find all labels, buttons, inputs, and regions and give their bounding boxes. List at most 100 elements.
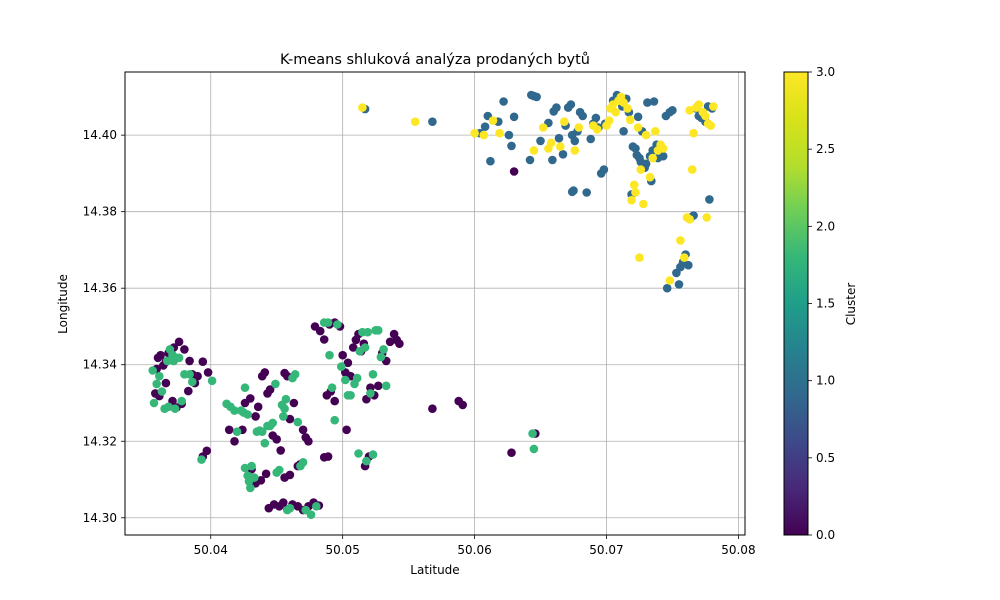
data-point-cluster-0 — [507, 448, 516, 458]
data-point-cluster-3 — [665, 276, 675, 285]
data-point-cluster-2 — [352, 373, 362, 383]
data-point-cluster-0 — [323, 452, 333, 461]
data-point-cluster-2 — [368, 370, 378, 379]
data-point-cluster-2 — [379, 345, 388, 354]
data-point-cluster-0 — [230, 437, 239, 446]
data-point-cluster-2 — [330, 415, 340, 425]
data-point-cluster-0 — [272, 435, 282, 444]
data-point-cluster-2 — [170, 404, 180, 414]
data-point-cluster-1 — [668, 106, 677, 115]
colorbar — [783, 71, 809, 536]
data-point-cluster-3 — [709, 102, 718, 111]
data-point-cluster-0 — [348, 343, 358, 352]
data-point-cluster-0 — [285, 470, 295, 480]
data-point-cluster-1 — [504, 130, 514, 140]
data-point-cluster-2 — [268, 418, 278, 428]
data-point-cluster-2 — [257, 427, 267, 437]
data-point-cluster-0 — [289, 398, 299, 408]
data-point-cluster-2 — [333, 320, 342, 329]
data-point-cluster-0 — [193, 371, 202, 381]
data-point-cluster-3 — [593, 125, 602, 134]
data-point-cluster-2 — [354, 449, 363, 458]
data-point-cluster-3 — [623, 104, 632, 113]
data-point-cluster-1 — [570, 136, 580, 146]
data-point-cluster-2 — [250, 473, 259, 482]
data-point-cluster-3 — [629, 180, 639, 190]
data-point-cluster-3 — [694, 100, 704, 109]
data-point-cluster-2 — [360, 343, 370, 352]
data-point-cluster-0 — [256, 476, 266, 485]
y-tick-label: 14.40 — [83, 128, 117, 142]
y-axis-title: Longitude — [56, 274, 70, 334]
data-point-cluster-0 — [428, 404, 437, 414]
grid-lines — [125, 72, 745, 535]
data-point-cluster-3 — [574, 123, 584, 132]
data-point-cluster-2 — [281, 394, 291, 404]
data-point-cluster-0 — [343, 358, 353, 368]
data-point-cluster-3 — [546, 138, 556, 148]
data-point-cluster-2 — [528, 429, 537, 438]
data-point-cluster-2 — [298, 458, 308, 467]
plot-frame — [124, 71, 746, 536]
data-point-cluster-2 — [240, 383, 250, 393]
data-point-cluster-0 — [156, 350, 165, 360]
data-point-cluster-3 — [685, 215, 694, 224]
data-point-cluster-2 — [341, 375, 350, 385]
data-point-cluster-0 — [285, 414, 295, 424]
data-point-cluster-2 — [232, 427, 242, 437]
data-point-cluster-3 — [676, 236, 685, 245]
data-point-cluster-2 — [374, 326, 383, 335]
data-point-cluster-1 — [633, 112, 643, 122]
data-point-cluster-1 — [578, 111, 587, 121]
data-point-cluster-1 — [619, 127, 628, 136]
data-point-cluster-0 — [184, 386, 193, 396]
data-point-cluster-2 — [279, 412, 288, 421]
data-point-cluster-2 — [148, 366, 157, 375]
x-tick-label: 50.07 — [589, 543, 623, 557]
data-point-cluster-3 — [658, 144, 668, 153]
data-point-cluster-1 — [658, 151, 668, 161]
data-point-cluster-3 — [627, 195, 636, 205]
data-point-cluster-0 — [260, 368, 270, 377]
x-tick-label: 50.06 — [457, 543, 491, 557]
data-point-cluster-2 — [174, 353, 184, 363]
data-point-cluster-1 — [480, 122, 490, 131]
data-point-cluster-3 — [633, 123, 643, 132]
data-point-cluster-1 — [558, 150, 568, 159]
data-point-cluster-3 — [636, 165, 646, 174]
data-point-cluster-3 — [410, 117, 420, 126]
data-point-cluster-2 — [164, 402, 173, 412]
data-point-cluster-0 — [174, 337, 184, 347]
data-point-cluster-1 — [566, 100, 576, 109]
data-point-cluster-3 — [641, 130, 651, 140]
data-point-cluster-1 — [486, 156, 495, 166]
x-axis-ticks: 50.04 50.05 50.06 50.07 50.08 — [194, 535, 756, 557]
data-point-cluster-3 — [702, 213, 711, 222]
data-point-cluster-0 — [161, 378, 171, 388]
data-point-cluster-0 — [330, 396, 340, 406]
data-point-cluster-2 — [293, 417, 303, 427]
colorbar-label: Cluster — [844, 283, 858, 326]
data-point-cluster-3 — [479, 130, 489, 140]
x-tick-label: 50.08 — [721, 543, 755, 557]
data-point-cluster-3 — [470, 128, 479, 138]
data-point-cluster-2 — [152, 379, 161, 389]
data-point-cluster-0 — [342, 425, 351, 435]
data-point-cluster-1 — [509, 112, 519, 122]
data-point-cluster-2 — [323, 318, 333, 327]
y-tick-label: 14.36 — [83, 281, 117, 295]
colorbar-ticks: 0.0 0.5 1.0 1.5 2.0 2.5 3.0 — [808, 65, 835, 542]
data-point-cluster-1 — [662, 283, 672, 293]
data-point-cluster-2 — [260, 438, 270, 448]
data-point-cluster-1 — [507, 141, 516, 151]
data-point-cluster-2 — [188, 377, 197, 387]
data-point-cluster-0 — [246, 394, 255, 403]
data-point-cluster-3 — [560, 117, 569, 126]
data-point-cluster-3 — [648, 153, 657, 163]
data-point-cluster-3 — [680, 253, 689, 262]
data-point-cluster-3 — [570, 146, 580, 155]
data-point-cluster-1 — [552, 103, 561, 112]
data-point-cluster-1 — [536, 136, 545, 146]
data-point-cluster-2 — [207, 376, 217, 386]
data-point-cluster-0 — [265, 385, 275, 394]
